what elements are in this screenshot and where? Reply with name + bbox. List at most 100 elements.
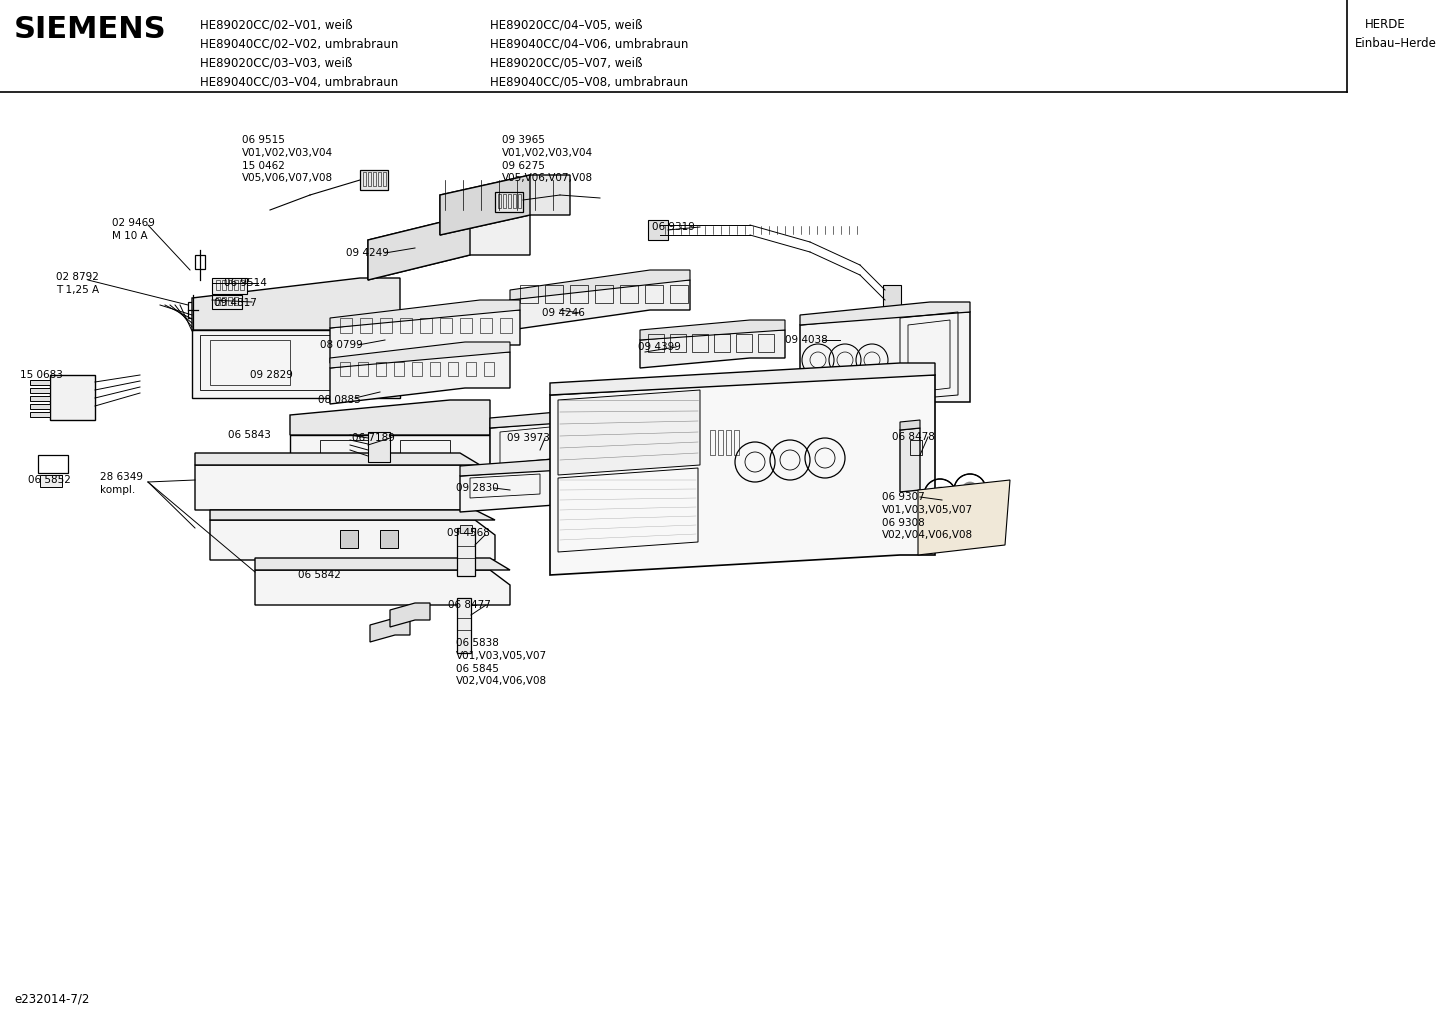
- Text: 15 0683: 15 0683: [20, 370, 63, 380]
- Circle shape: [932, 517, 947, 533]
- Polygon shape: [371, 618, 410, 642]
- Polygon shape: [900, 420, 920, 430]
- Polygon shape: [330, 300, 521, 328]
- Text: 09 4249: 09 4249: [346, 248, 389, 258]
- Text: 06 5838
V01,V03,V05,V07
06 5845
V02,V04,V06,V08: 06 5838 V01,V03,V05,V07 06 5845 V02,V04,…: [456, 638, 547, 687]
- Text: 09 4246: 09 4246: [542, 308, 585, 318]
- Polygon shape: [800, 312, 970, 415]
- Text: 06 9515
V01,V02,V03,V04
15 0462
V05,V06,V07,V08: 06 9515 V01,V02,V03,V04 15 0462 V05,V06,…: [242, 135, 333, 183]
- Polygon shape: [440, 175, 531, 235]
- Text: HE89040CC/03–V04, umbrabraun: HE89040CC/03–V04, umbrabraun: [200, 75, 398, 88]
- Bar: [222, 297, 226, 305]
- Bar: [360, 318, 372, 333]
- Polygon shape: [192, 278, 399, 330]
- Text: HE89020CC/04–V05, weiß: HE89020CC/04–V05, weiß: [490, 18, 643, 31]
- Polygon shape: [460, 452, 699, 476]
- Bar: [672, 415, 678, 455]
- Bar: [457, 528, 474, 576]
- Bar: [662, 415, 668, 455]
- Polygon shape: [30, 396, 50, 401]
- Polygon shape: [30, 380, 50, 385]
- Polygon shape: [330, 352, 510, 404]
- Bar: [518, 194, 521, 208]
- Bar: [440, 318, 451, 333]
- Text: HERDE: HERDE: [1366, 18, 1406, 31]
- Text: 09 4399: 09 4399: [637, 342, 681, 352]
- Text: 28 6349
kompl.: 28 6349 kompl.: [99, 472, 143, 495]
- Bar: [460, 525, 472, 533]
- Bar: [368, 172, 371, 186]
- Polygon shape: [490, 403, 720, 428]
- Polygon shape: [900, 428, 920, 492]
- Polygon shape: [255, 570, 510, 605]
- Polygon shape: [368, 215, 531, 280]
- Bar: [712, 415, 718, 455]
- Bar: [216, 280, 221, 290]
- Polygon shape: [50, 375, 95, 420]
- Polygon shape: [510, 270, 691, 300]
- Polygon shape: [195, 453, 480, 465]
- Bar: [652, 415, 658, 455]
- Text: 09 4038: 09 4038: [784, 335, 828, 345]
- Text: 09 2830: 09 2830: [456, 483, 499, 493]
- Polygon shape: [389, 603, 430, 627]
- Bar: [500, 318, 512, 333]
- Text: 09 2829: 09 2829: [249, 370, 293, 380]
- Polygon shape: [211, 510, 495, 520]
- Text: 02 9469
M 10 A: 02 9469 M 10 A: [112, 218, 154, 240]
- Bar: [200, 335, 381, 390]
- Text: 02 8792
T 1,25 A: 02 8792 T 1,25 A: [56, 272, 99, 294]
- Bar: [758, 334, 774, 352]
- Text: HE89020CC/05–V07, weiß: HE89020CC/05–V07, weiß: [490, 56, 643, 69]
- Bar: [734, 430, 738, 455]
- Bar: [448, 362, 459, 376]
- Bar: [228, 297, 232, 305]
- Bar: [212, 294, 242, 309]
- Polygon shape: [330, 310, 521, 363]
- Bar: [40, 475, 62, 487]
- Text: 09 3965
V01,V02,V03,V04
09 6275
V05,V06,V07,V08: 09 3965 V01,V02,V03,V04 09 6275 V05,V06,…: [502, 135, 593, 183]
- Polygon shape: [558, 390, 699, 475]
- Polygon shape: [330, 342, 510, 368]
- Bar: [513, 194, 516, 208]
- Polygon shape: [381, 530, 398, 548]
- Bar: [503, 194, 506, 208]
- Text: 06 5842: 06 5842: [298, 570, 340, 580]
- Bar: [368, 432, 389, 462]
- Polygon shape: [460, 462, 699, 512]
- Polygon shape: [640, 320, 784, 340]
- Text: 06 9307
V01,V03,V05,V07
06 9308
V02,V04,V06,V08: 06 9307 V01,V03,V05,V07 06 9308 V02,V04,…: [883, 492, 973, 540]
- Bar: [358, 362, 368, 376]
- Bar: [234, 280, 238, 290]
- Text: 09 4568: 09 4568: [447, 528, 490, 538]
- Text: 06 7189: 06 7189: [352, 433, 395, 443]
- Bar: [399, 440, 450, 458]
- Bar: [620, 285, 637, 303]
- Bar: [714, 334, 730, 352]
- Text: e232014-7/2: e232014-7/2: [14, 993, 89, 1005]
- Bar: [211, 340, 290, 385]
- Bar: [457, 598, 472, 653]
- Bar: [692, 334, 708, 352]
- Polygon shape: [290, 400, 490, 435]
- Polygon shape: [490, 412, 720, 478]
- Bar: [495, 192, 523, 212]
- Bar: [212, 278, 247, 294]
- Bar: [378, 172, 381, 186]
- Text: 06 5843: 06 5843: [228, 430, 271, 440]
- Polygon shape: [30, 404, 50, 409]
- Text: 09 3973: 09 3973: [508, 433, 549, 443]
- Text: HE89040CC/04–V06, umbrabraun: HE89040CC/04–V06, umbrabraun: [490, 37, 688, 50]
- Bar: [187, 302, 200, 318]
- Bar: [320, 440, 371, 458]
- Bar: [340, 318, 352, 333]
- Text: 09 4817: 09 4817: [213, 298, 257, 308]
- Text: 06 9319: 06 9319: [652, 222, 695, 232]
- Bar: [718, 430, 722, 455]
- Text: HE89020CC/02–V01, weiß: HE89020CC/02–V01, weiß: [200, 18, 353, 31]
- Text: HE89040CC/05–V08, umbrabraun: HE89040CC/05–V08, umbrabraun: [490, 75, 688, 88]
- Polygon shape: [919, 480, 1009, 555]
- Bar: [725, 430, 731, 455]
- Bar: [671, 285, 688, 303]
- Bar: [682, 415, 688, 455]
